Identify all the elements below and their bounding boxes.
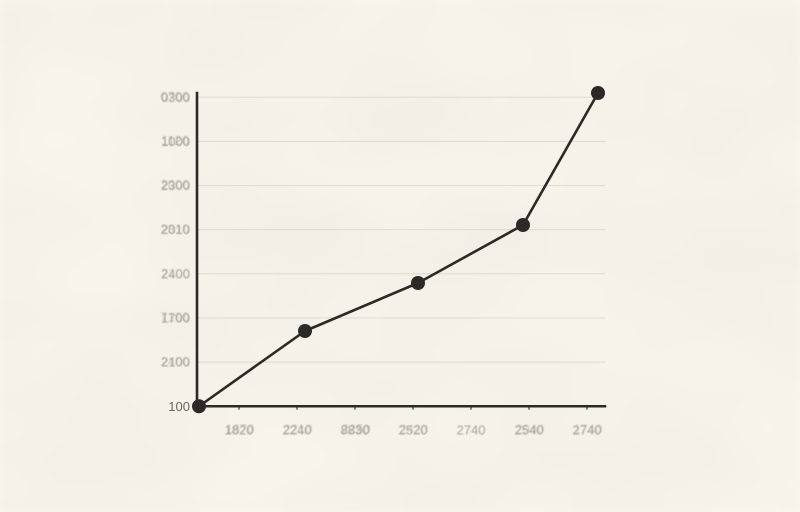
- svg-text:2210: 2210: [283, 422, 312, 437]
- svg-text:2740: 2740: [457, 423, 486, 438]
- svg-text:1670: 1670: [225, 422, 254, 437]
- svg-text:2100: 2100: [161, 266, 190, 281]
- svg-text:1740: 1740: [573, 422, 602, 437]
- svg-text:0700: 0700: [160, 89, 189, 104]
- svg-text:2940: 2940: [515, 422, 544, 437]
- svg-text:100: 100: [168, 399, 190, 414]
- svg-text:7100: 7100: [160, 310, 189, 325]
- svg-text:2420: 2420: [399, 422, 428, 437]
- svg-text:2000: 2000: [161, 177, 190, 192]
- svg-text:2310: 2310: [160, 221, 189, 236]
- svg-text:2250: 2250: [341, 422, 370, 437]
- svg-text:1120: 1120: [161, 133, 189, 148]
- svg-text:2400: 2400: [161, 354, 190, 369]
